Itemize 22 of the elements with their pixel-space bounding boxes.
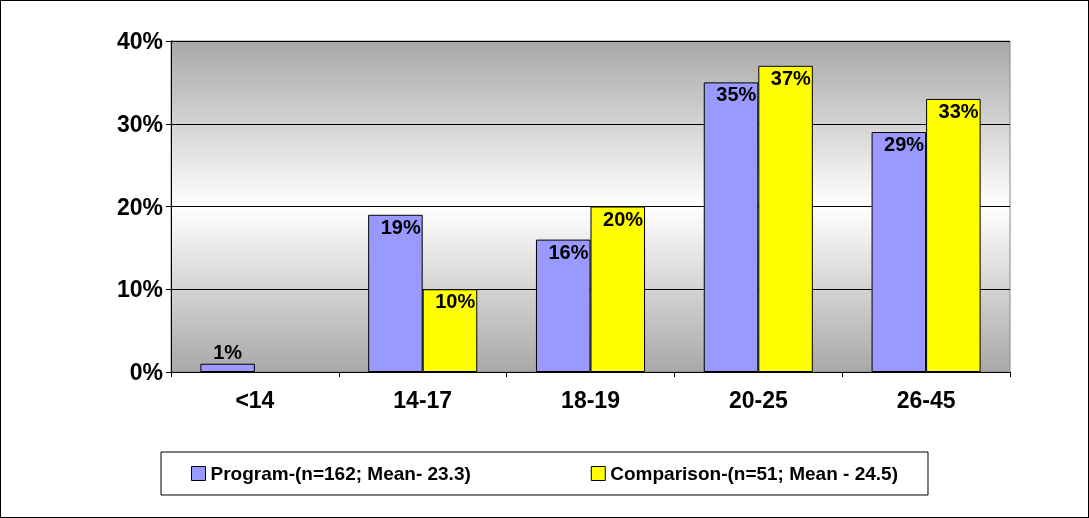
y-tick-label: 0% [129,359,163,385]
data-label: 20% [603,207,644,230]
data-label: 1% [213,340,243,363]
data-label: 37% [770,66,812,89]
y-tick-label: 40% [116,28,163,54]
data-label: 35% [716,83,757,106]
legend-label: Program-(n=162; Mean- 23.3) [210,463,471,484]
x-tick-label: 26-45 [896,386,956,413]
x-tick-label: <14 [235,386,275,413]
x-tick-label: 18-19 [561,386,620,413]
y-tick-label: 10% [116,276,163,303]
data-label: 10% [435,290,476,313]
data-label: 19% [380,215,421,238]
y-tick-label: 20% [116,193,163,220]
bar [200,363,255,372]
data-label: 29% [884,133,925,156]
data-label: 33% [938,99,979,122]
legend-label: Comparison-(n=51; Mean - 24.5) [610,463,898,484]
y-tick-label: 30% [116,110,163,137]
x-tick-label: 20-25 [728,386,788,413]
data-label: 16% [548,240,589,263]
x-tick-label: 14-17 [393,386,453,413]
